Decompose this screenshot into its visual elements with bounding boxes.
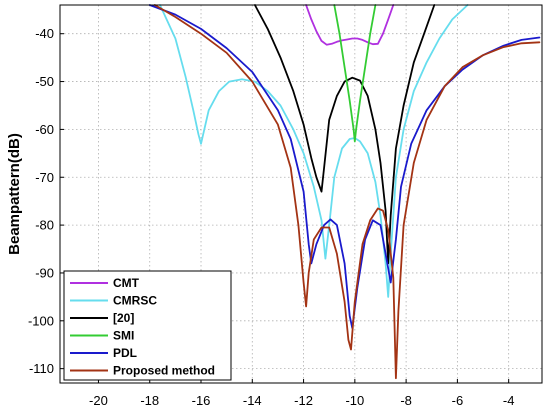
y-tick-label: -50 <box>35 74 54 89</box>
x-tick-label: -14 <box>243 393 262 408</box>
legend-label-1: CMRSC <box>113 294 157 308</box>
legend-label-3: SMI <box>113 329 134 343</box>
legend-label-5: Proposed method <box>113 364 215 378</box>
y-tick-label: -110 <box>29 361 54 376</box>
y-tick-label: -70 <box>35 170 54 185</box>
x-tick-label: -18 <box>140 393 159 408</box>
series-line-3 <box>333 4 377 143</box>
x-tick-label: -20 <box>89 393 108 408</box>
x-tick-label: -8 <box>400 393 412 408</box>
plot-frame <box>59 4 543 384</box>
legend-label-0: CMT <box>113 276 140 290</box>
axis-ticks: -20 -18 -16 -14 -12 -10 -8 -6 -4 -110 -100 -90 -80 -7… <box>28 26 514 408</box>
series-line-2 <box>253 4 436 265</box>
y-tick-label: -60 <box>35 122 54 137</box>
series-lines <box>148 4 541 380</box>
legend-box <box>63 270 232 381</box>
x-tick-label: -10 <box>345 393 364 408</box>
x-tick-label: -6 <box>452 393 464 408</box>
series-line-5 <box>153 4 541 380</box>
y-tick-label: -90 <box>35 265 54 280</box>
legend-label-4: PDL <box>113 346 137 360</box>
series-line-0 <box>305 4 395 46</box>
x-tick-label: -16 <box>192 393 211 408</box>
y-tick-label: -40 <box>35 26 54 41</box>
y-axis-label: Beampattern(dB) <box>6 133 23 255</box>
y-tick-label: -80 <box>35 218 54 233</box>
series-line-1 <box>159 4 469 298</box>
x-tick-label: -12 <box>294 393 313 408</box>
x-tick-label: -4 <box>503 393 515 408</box>
legend-label-2: [20] <box>113 311 134 325</box>
legend: CMT CMRSC [20] SMI PDL Proposed method <box>63 270 232 381</box>
y-tick-label: -100 <box>28 313 54 328</box>
